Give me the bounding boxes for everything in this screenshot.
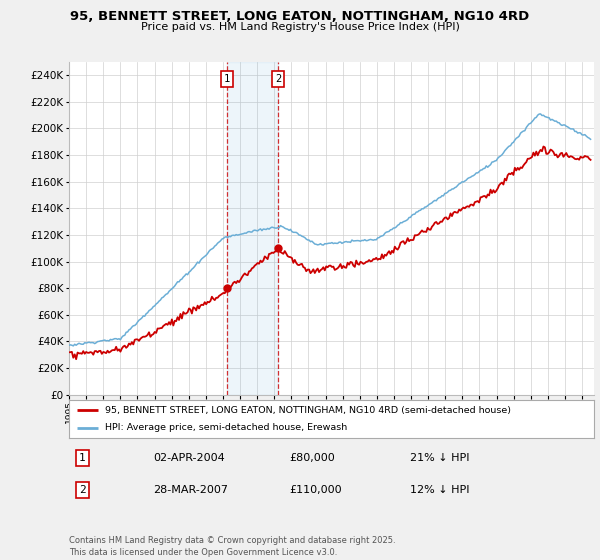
Text: £110,000: £110,000 xyxy=(290,485,342,495)
Text: 1: 1 xyxy=(224,74,230,84)
Text: 95, BENNETT STREET, LONG EATON, NOTTINGHAM, NG10 4RD (semi-detached house): 95, BENNETT STREET, LONG EATON, NOTTINGH… xyxy=(105,405,511,414)
Text: 28-MAR-2007: 28-MAR-2007 xyxy=(153,485,228,495)
Text: 02-APR-2004: 02-APR-2004 xyxy=(153,453,225,463)
Text: 2: 2 xyxy=(79,485,86,495)
Text: 1: 1 xyxy=(79,453,86,463)
Text: 95, BENNETT STREET, LONG EATON, NOTTINGHAM, NG10 4RD: 95, BENNETT STREET, LONG EATON, NOTTINGH… xyxy=(70,10,530,23)
Text: 2: 2 xyxy=(275,74,281,84)
Text: £80,000: £80,000 xyxy=(290,453,335,463)
Text: Contains HM Land Registry data © Crown copyright and database right 2025.
This d: Contains HM Land Registry data © Crown c… xyxy=(69,536,395,557)
Text: 12% ↓ HPI: 12% ↓ HPI xyxy=(410,485,470,495)
Text: Price paid vs. HM Land Registry's House Price Index (HPI): Price paid vs. HM Land Registry's House … xyxy=(140,22,460,32)
Text: HPI: Average price, semi-detached house, Erewash: HPI: Average price, semi-detached house,… xyxy=(105,423,347,432)
Text: 21% ↓ HPI: 21% ↓ HPI xyxy=(410,453,470,463)
Bar xyxy=(227,62,278,395)
